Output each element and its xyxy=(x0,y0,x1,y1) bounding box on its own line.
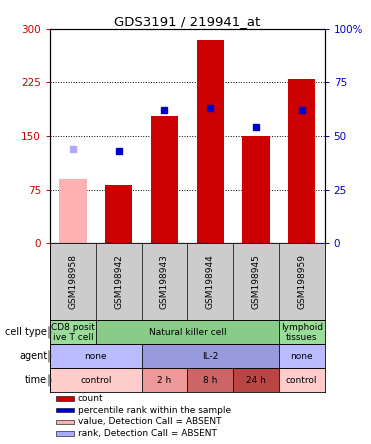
Text: IL-2: IL-2 xyxy=(202,352,219,361)
Text: 2 h: 2 h xyxy=(157,376,172,385)
Bar xyxy=(56,420,74,424)
Text: 8 h: 8 h xyxy=(203,376,217,385)
Text: rank, Detection Call = ABSENT: rank, Detection Call = ABSENT xyxy=(78,429,216,438)
Bar xyxy=(279,369,325,392)
Bar xyxy=(279,345,325,369)
Text: GSM198958: GSM198958 xyxy=(69,254,78,309)
Text: time: time xyxy=(25,375,47,385)
Text: cell type: cell type xyxy=(6,327,47,337)
Title: GDS3191 / 219941_at: GDS3191 / 219941_at xyxy=(114,15,260,28)
Bar xyxy=(56,432,74,436)
Bar xyxy=(59,179,87,243)
Bar xyxy=(151,116,178,243)
Text: GSM198959: GSM198959 xyxy=(297,254,306,309)
Text: agent: agent xyxy=(19,351,47,361)
Text: percentile rank within the sample: percentile rank within the sample xyxy=(78,405,231,415)
Bar xyxy=(142,345,279,369)
Text: 24 h: 24 h xyxy=(246,376,266,385)
Text: control: control xyxy=(286,376,318,385)
Bar xyxy=(105,185,132,243)
Polygon shape xyxy=(49,374,52,386)
Bar xyxy=(242,136,270,243)
Bar xyxy=(197,40,224,243)
Text: lymphoid
tissues: lymphoid tissues xyxy=(281,323,323,342)
Bar xyxy=(187,369,233,392)
Polygon shape xyxy=(49,350,52,362)
Text: CD8 posit
ive T cell: CD8 posit ive T cell xyxy=(51,323,95,342)
Bar xyxy=(142,369,187,392)
Bar xyxy=(56,408,74,412)
Text: none: none xyxy=(290,352,313,361)
Bar xyxy=(50,321,96,345)
Bar xyxy=(288,79,315,243)
Bar xyxy=(233,369,279,392)
Bar xyxy=(50,369,142,392)
Text: GSM198945: GSM198945 xyxy=(252,254,260,309)
Polygon shape xyxy=(49,326,52,338)
Bar xyxy=(50,345,142,369)
Text: GSM198943: GSM198943 xyxy=(160,254,169,309)
Text: control: control xyxy=(80,376,112,385)
Bar xyxy=(279,321,325,345)
Text: Natural killer cell: Natural killer cell xyxy=(148,328,226,337)
Text: GSM198942: GSM198942 xyxy=(114,254,123,309)
Text: value, Detection Call = ABSENT: value, Detection Call = ABSENT xyxy=(78,417,221,426)
Bar xyxy=(56,396,74,400)
Text: GSM198944: GSM198944 xyxy=(206,254,215,309)
Text: none: none xyxy=(85,352,107,361)
Text: count: count xyxy=(78,394,103,403)
Bar xyxy=(96,321,279,345)
